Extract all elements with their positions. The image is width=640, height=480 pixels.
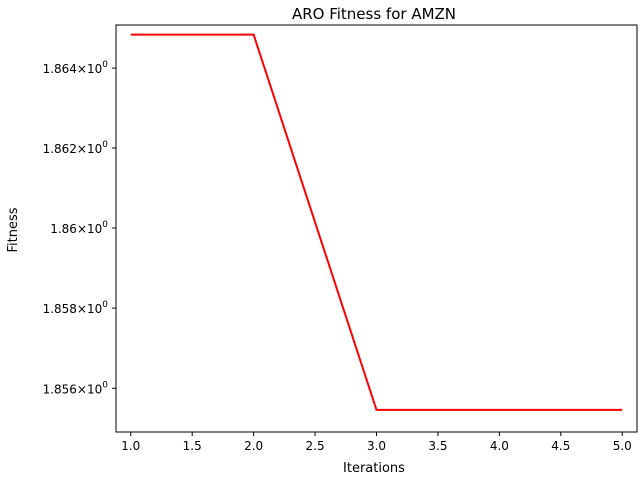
y-tick-label: 1.86×100 — [50, 220, 108, 236]
plot-content — [130, 33, 623, 411]
y-axis-ticks: 1.856×100 1.858×100 1.86×100 1.862×100 1.864… — [43, 60, 116, 396]
chart-title: ARO Fitness for AMZN — [292, 5, 456, 23]
x-tick-label: 4.5 — [551, 439, 570, 453]
x-axis-label: Iterations — [343, 461, 405, 476]
y-tick-label: 1.864×100 — [43, 60, 109, 76]
series-line-0 — [130, 33, 623, 411]
x-tick-label: 1.0 — [121, 439, 140, 453]
y-tick-label: 1.862×100 — [43, 140, 109, 156]
x-tick-label: 3.0 — [367, 439, 386, 453]
x-tick-label: 2.0 — [244, 439, 263, 453]
x-tick-label: 3.5 — [428, 439, 447, 453]
x-axis-ticks: 1.0 1.5 2.0 2.5 3.0 3.5 4.0 4.5 5.0 — [121, 432, 632, 453]
x-tick-label: 4.0 — [490, 439, 509, 453]
y-axis-label: Fitness — [6, 207, 21, 252]
y-tick-label: 1.856×100 — [43, 380, 109, 396]
x-tick-label: 1.5 — [183, 439, 202, 453]
x-tick-label: 5.0 — [613, 439, 632, 453]
plot-frame — [115, 24, 638, 433]
y-tick-label: 1.858×100 — [43, 300, 109, 316]
x-tick-label: 2.5 — [306, 439, 325, 453]
